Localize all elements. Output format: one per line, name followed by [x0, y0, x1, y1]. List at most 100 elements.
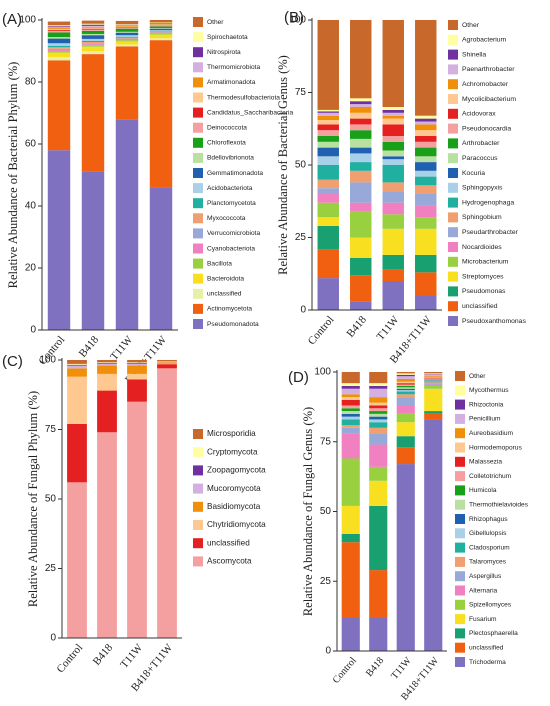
legend-swatch [193, 213, 203, 224]
bar-segment [149, 23, 173, 24]
legend-swatch [455, 413, 465, 424]
bar-segment [415, 217, 437, 229]
bar-segment [67, 363, 87, 365]
bar-segment [396, 394, 415, 398]
legend-label: Thermodesulfobacteriota [207, 94, 280, 101]
bar-segment [341, 397, 360, 400]
bar-segment [396, 464, 415, 651]
bar-segment [47, 30, 71, 33]
bar-segment [47, 21, 71, 26]
bar-segment [350, 170, 372, 183]
bar-segment [115, 36, 139, 38]
bar-segment [341, 399, 360, 406]
legend-label: Cyanobacteriota [207, 245, 255, 252]
bar-segment [382, 159, 404, 165]
bar-segment [415, 121, 437, 125]
bar-segment [396, 413, 415, 423]
bar-segment [317, 115, 339, 121]
x-tick-label: B418 [91, 641, 116, 667]
legend-label: Mucoromycota [207, 484, 261, 493]
bar-segment [149, 28, 173, 31]
bar-segment [424, 372, 443, 374]
legend-swatch [455, 499, 465, 510]
bar-segment [415, 20, 437, 116]
bar-segment [127, 363, 147, 366]
bar-segment [415, 254, 437, 273]
legend-swatch [448, 286, 458, 297]
bar-segment [317, 130, 339, 136]
x-tick-label: B418 [364, 655, 386, 679]
legend-swatch [193, 319, 203, 329]
bar-segment [382, 115, 404, 119]
bar-segment [317, 278, 339, 310]
legend-swatch [455, 399, 465, 410]
bar-segment [415, 118, 437, 122]
bar-segment [47, 37, 71, 39]
y-tick-label: 20 [25, 263, 37, 274]
bar-segment [47, 26, 71, 28]
bar-segment [115, 38, 139, 40]
legend-swatch [448, 271, 458, 282]
bar-segment [317, 120, 339, 125]
legend-label: Cladosporium [469, 544, 510, 551]
bar-segment [396, 436, 415, 448]
bar-segment [317, 202, 339, 218]
legend-swatch [193, 258, 203, 269]
legend-swatch [455, 428, 465, 439]
bar-segment [81, 26, 105, 28]
legend-label: Ascomycota [207, 557, 252, 566]
bar-segment [415, 170, 437, 177]
x-tick-label: Control [54, 642, 85, 675]
bar-segment [149, 33, 173, 35]
legend-label: Planctomycetota [207, 200, 256, 207]
bar-segment [149, 31, 173, 33]
legend-swatch [455, 628, 465, 639]
bar-segment [341, 425, 360, 428]
legend-label: Pseudonocardia [462, 125, 511, 132]
bar-segment [81, 23, 105, 25]
bar-segment [97, 432, 117, 638]
bar-segment [341, 408, 360, 412]
y-axis-label: Relative Abundance of Fungal Phylum (%) [26, 391, 40, 607]
panel-label: (A) [2, 11, 22, 28]
bar-segment [115, 26, 139, 28]
bar-segment [350, 20, 372, 99]
legend-label: Microbacterium [462, 259, 509, 266]
panel-label: (D) [288, 369, 309, 386]
bar-segment [47, 25, 71, 27]
legend-swatch [193, 77, 203, 88]
bar-segment [415, 176, 437, 186]
bar-segment [382, 165, 404, 183]
bar-segment [317, 225, 339, 250]
bar-segment [369, 385, 388, 389]
bar-segment [115, 40, 139, 42]
bar-segment [382, 136, 404, 142]
legend-label: Myxococcota [207, 215, 246, 222]
legend-label: Humicola [469, 487, 497, 494]
bar-segment [317, 109, 339, 112]
bar-segment [47, 52, 71, 58]
bar-segment [157, 363, 177, 365]
legend-swatch [193, 303, 203, 314]
bar-segment [350, 275, 372, 302]
bar-segment [350, 107, 372, 113]
bar-segment [317, 141, 339, 148]
x-tick-label: T11W [389, 655, 414, 682]
bar-segment [115, 35, 139, 37]
legend-label: Bacillota [207, 260, 232, 267]
legend-swatch [448, 212, 458, 223]
bar-segment [415, 162, 437, 171]
legend-swatch [193, 288, 203, 299]
bar-segment [415, 141, 437, 148]
bar-segment [157, 362, 177, 364]
bar-segment [350, 124, 372, 131]
legend-label: Nitrospirota [207, 49, 241, 56]
bar-segment [424, 380, 443, 381]
bar-segment [317, 217, 339, 226]
legend-label: Paenarthrobacter [462, 66, 515, 73]
bar-segment [424, 413, 443, 420]
bar-segment [149, 28, 173, 29]
bar-segment [81, 38, 105, 41]
legend-label: Talaromyces [469, 559, 507, 566]
legend-swatch [455, 642, 465, 653]
